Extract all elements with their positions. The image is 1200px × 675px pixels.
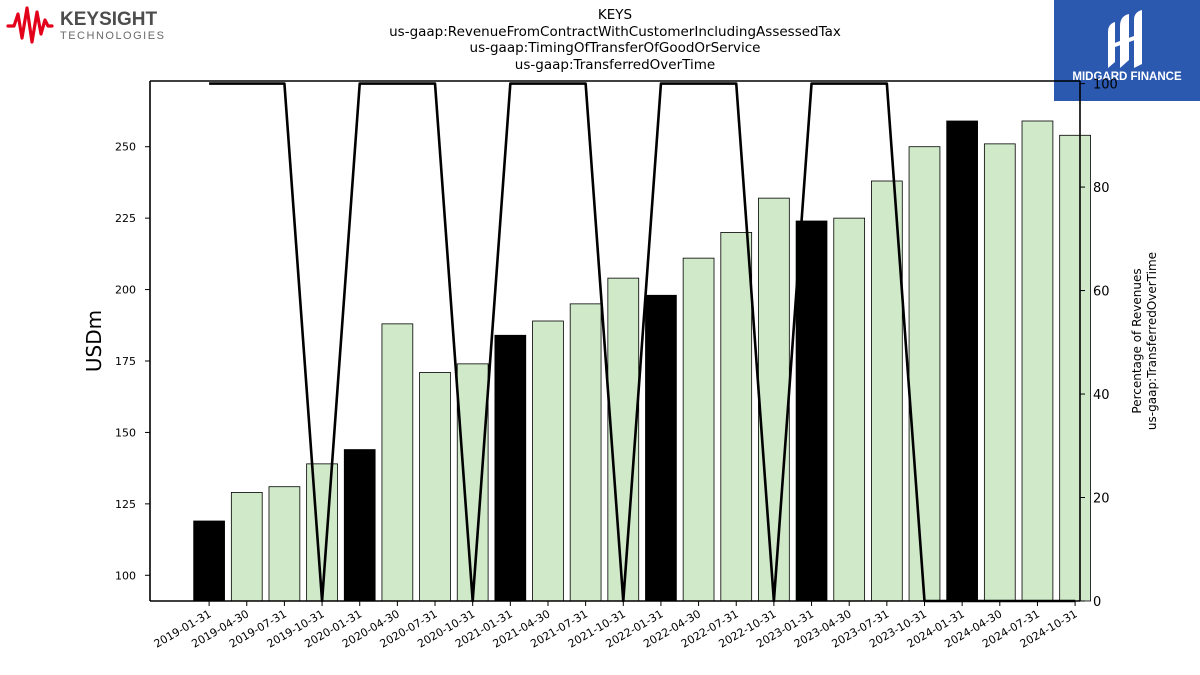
y2-tick-label: 0 (1093, 595, 1101, 610)
chart-title-axis: us-gaap:TimingOfTransferOfGoodOrService (469, 40, 761, 56)
y2-tick-label: 80 (1093, 181, 1110, 196)
y2-tick-label: 20 (1093, 492, 1110, 507)
bar-2024-07-31 (1021, 120, 1054, 602)
y2-tick-label: 100 (1093, 78, 1118, 93)
publisher-name: MIDGARD FINANCE (1072, 71, 1182, 83)
bar-2023-10-31 (908, 146, 941, 602)
y-axis-label: USDm (82, 310, 106, 372)
chart-title: KEYS us-gaap:RevenueFromContractWithCust… (315, 7, 915, 73)
bar-2023-04-30 (833, 217, 866, 602)
bar-2023-01-31 (795, 220, 828, 602)
chart-title-concept: us-gaap:RevenueFromContractWithCustomerI… (389, 23, 841, 40)
bar-2020-04-30 (381, 323, 414, 602)
bar-2022-07-31 (720, 232, 753, 602)
company-tagline: TECHNOLOGIES (60, 30, 165, 42)
y-tick-label: 175 (115, 355, 136, 368)
y2-axis-label-line1: Percentage of Revenues (1130, 268, 1144, 413)
company-name: KEYSIGHT (60, 9, 158, 30)
bar-2019-10-31 (306, 463, 338, 602)
transferred-over-time-line (209, 82, 1076, 603)
chart-title-member: us-gaap:TransferredOverTime (514, 56, 716, 73)
bar-2019-07-31 (268, 486, 301, 602)
bar-2019-01-31 (193, 520, 225, 602)
bar-2021-04-30 (532, 320, 564, 602)
bar-2024-01-31 (946, 120, 978, 602)
bar-2022-10-31 (758, 197, 790, 602)
bar-2022-04-30 (682, 257, 715, 602)
bar-2022-01-31 (645, 294, 677, 602)
bar-2019-04-30 (230, 492, 263, 602)
bar-2020-10-31 (456, 363, 489, 602)
chart-title-ticker: KEYS (597, 7, 633, 23)
y-tick-label: 225 (115, 212, 136, 225)
bar-2021-01-31 (494, 334, 527, 602)
y2-tick-label: 60 (1093, 285, 1110, 300)
bar-2021-07-31 (569, 303, 602, 602)
bar-2024-04-30 (983, 143, 1016, 602)
y-tick-label: 250 (115, 141, 136, 154)
y-tick-label: 125 (115, 498, 136, 511)
midgard-finance-logo: MIDGARD FINANCE (1054, 0, 1200, 101)
keysight-wave-icon: KEYSIGHT TECHNOLOGIES (6, 6, 165, 44)
y-tick-label: 100 (115, 569, 136, 582)
y2-tick-label: 40 (1093, 388, 1110, 403)
midgard-emblem-icon: MIDGARD FINANCE (1072, 10, 1182, 83)
y2-axis-label-line2: us-gaap:TransferredOverTime (1145, 252, 1159, 430)
y-tick-label: 150 (115, 426, 136, 439)
bar-2020-07-31 (419, 372, 451, 602)
bar-2024-10-31 (1059, 134, 1091, 602)
bar-2020-01-31 (343, 449, 376, 602)
y-tick-label: 200 (115, 284, 136, 297)
keysight-logo: KEYSIGHT TECHNOLOGIES (6, 4, 176, 46)
